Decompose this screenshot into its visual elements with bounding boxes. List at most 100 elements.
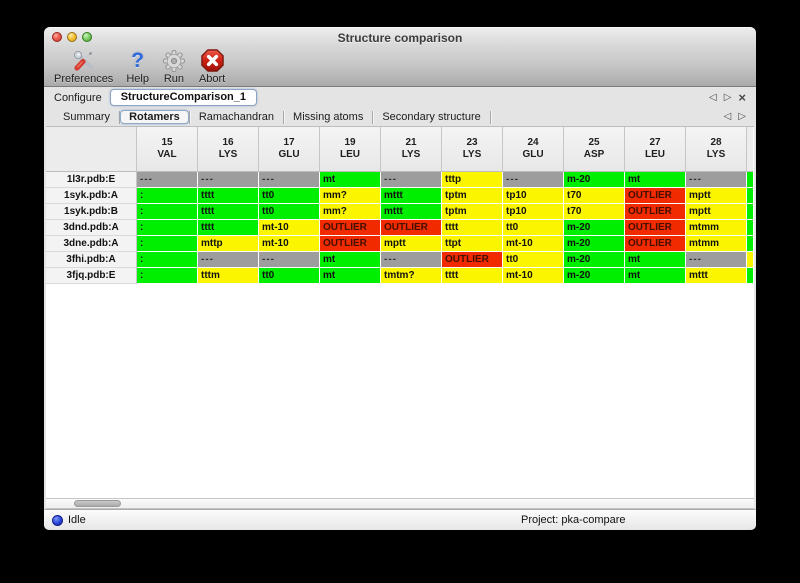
rotamer-cell[interactable]: mptt — [381, 236, 442, 252]
partial-column-header — [747, 127, 753, 172]
rotamer-cell[interactable]: OUTLIER — [625, 188, 686, 204]
status-bar: Idle Project: pka-compare — [44, 509, 756, 530]
rotamer-cell[interactable]: OUTLIER — [625, 236, 686, 252]
configuration-name-field[interactable]: StructureComparison_1 — [109, 89, 258, 106]
row-label[interactable]: 3fhi.pdb:A — [46, 252, 137, 268]
scroll-tabs-right-icon[interactable]: ▷ — [738, 111, 746, 122]
tab-summary[interactable]: Summary — [63, 111, 111, 123]
rotamer-cell[interactable]: --- — [198, 172, 259, 188]
row-label[interactable]: 3dne.pdb:A — [46, 236, 137, 252]
rotamer-cell[interactable]: mm? — [320, 188, 381, 204]
rotamer-cell[interactable]: tp10 — [503, 188, 564, 204]
row-label[interactable]: 1syk.pdb:A — [46, 188, 137, 204]
rotamer-cell[interactable]: tttt — [442, 220, 503, 236]
close-button[interactable] — [52, 32, 62, 42]
rotamer-cell[interactable]: --- — [137, 172, 198, 188]
tab-ramachandran[interactable]: Ramachandran — [198, 111, 275, 123]
rotamer-cell[interactable]: : — [137, 252, 198, 268]
rotamer-cell[interactable]: : — [137, 220, 198, 236]
rotamer-cell[interactable]: --- — [198, 252, 259, 268]
rotamer-cell[interactable]: m-20 — [564, 252, 625, 268]
scroll-tabs-left-icon[interactable]: ◁ — [723, 111, 732, 122]
rotamer-cell[interactable]: mttt — [381, 188, 442, 204]
rotamer-cell[interactable]: mttp — [198, 236, 259, 252]
rotamer-cell[interactable]: tttp — [442, 172, 503, 188]
rotamer-cell[interactable]: OUTLIER — [320, 236, 381, 252]
tab-secondary-structure[interactable]: Secondary structure — [382, 111, 481, 123]
partial-cell — [747, 188, 753, 204]
prev-configuration-icon[interactable]: ◁ — [709, 91, 717, 103]
help-button[interactable]: ? Help — [126, 48, 149, 85]
rotamer-cell[interactable]: mt — [625, 268, 686, 284]
zoom-button[interactable] — [82, 32, 92, 42]
rotamer-cell[interactable]: tmtm? — [381, 268, 442, 284]
rotamer-cell[interactable]: --- — [503, 172, 564, 188]
tab-missing-atoms[interactable]: Missing atoms — [293, 111, 364, 123]
scrollbar-thumb[interactable] — [74, 500, 121, 507]
row-label[interactable]: 1syk.pdb:B — [46, 204, 137, 220]
next-configuration-icon[interactable]: ▷ — [723, 91, 732, 103]
minimize-button[interactable] — [67, 32, 77, 42]
close-configuration-icon[interactable]: × — [738, 89, 746, 105]
abort-button[interactable]: Abort — [199, 48, 225, 85]
rotamer-cell[interactable]: mm? — [320, 204, 381, 220]
rotamer-cell[interactable]: --- — [686, 252, 747, 268]
rotamer-cell[interactable]: mtmm — [686, 236, 747, 252]
rotamer-cell[interactable]: OUTLIER — [625, 220, 686, 236]
rotamer-cell[interactable]: mt-10 — [503, 236, 564, 252]
rotamer-cell[interactable]: m-20 — [564, 172, 625, 188]
rotamer-cell[interactable]: --- — [381, 172, 442, 188]
rotamer-cell[interactable]: tptm — [442, 188, 503, 204]
rotamer-cell[interactable]: mttt — [686, 268, 747, 284]
rotamer-cell[interactable]: tptm — [442, 204, 503, 220]
rotamer-cell[interactable]: tttm — [198, 268, 259, 284]
rotamer-cell[interactable]: tt0 — [259, 188, 320, 204]
rotamer-cell[interactable]: tttt — [442, 268, 503, 284]
rotamer-cell[interactable]: tttt — [198, 204, 259, 220]
rotamer-cell[interactable]: --- — [259, 172, 320, 188]
rotamer-cell[interactable]: mt-10 — [259, 220, 320, 236]
rotamer-cell[interactable]: OUTLIER — [381, 220, 442, 236]
rotamer-cell[interactable]: --- — [381, 252, 442, 268]
rotamer-cell[interactable]: : — [137, 268, 198, 284]
tab-rotamers[interactable]: Rotamers — [120, 110, 189, 124]
rotamer-cell[interactable]: mttt — [381, 204, 442, 220]
rotamer-cell[interactable]: mt-10 — [259, 236, 320, 252]
rotamer-cell[interactable]: --- — [686, 172, 747, 188]
rotamer-cell[interactable]: m-20 — [564, 236, 625, 252]
rotamer-cell[interactable]: tt0 — [503, 220, 564, 236]
rotamer-cell[interactable]: mt — [320, 172, 381, 188]
rotamer-cell[interactable]: : — [137, 204, 198, 220]
rotamer-cell[interactable]: OUTLIER — [320, 220, 381, 236]
rotamer-cell[interactable]: mt-10 — [503, 268, 564, 284]
rotamer-cell[interactable]: m-20 — [564, 220, 625, 236]
rotamer-cell[interactable]: t70 — [564, 204, 625, 220]
rotamer-cell[interactable]: mptt — [686, 188, 747, 204]
run-button[interactable]: Run — [162, 48, 186, 85]
rotamer-cell[interactable]: mt — [320, 268, 381, 284]
rotamer-cell[interactable]: mt — [625, 172, 686, 188]
rotamer-cell[interactable]: tttt — [198, 220, 259, 236]
rotamer-cell[interactable]: mptt — [686, 204, 747, 220]
rotamer-cell[interactable]: mt — [320, 252, 381, 268]
rotamer-cell[interactable]: mtmm — [686, 220, 747, 236]
rotamer-cell[interactable]: tt0 — [259, 204, 320, 220]
rotamer-cell[interactable]: m-20 — [564, 268, 625, 284]
rotamer-cell[interactable]: OUTLIER — [442, 252, 503, 268]
row-label[interactable]: 1l3r.pdb:E — [46, 172, 137, 188]
preferences-button[interactable]: Preferences — [54, 48, 113, 85]
rotamer-cell[interactable]: --- — [259, 252, 320, 268]
row-label[interactable]: 3fjq.pdb:E — [46, 268, 137, 284]
rotamer-cell[interactable]: tp10 — [503, 204, 564, 220]
rotamer-cell[interactable]: t70 — [564, 188, 625, 204]
rotamer-cell[interactable]: ttpt — [442, 236, 503, 252]
rotamer-cell[interactable]: mt — [625, 252, 686, 268]
rotamer-cell[interactable]: OUTLIER — [625, 204, 686, 220]
horizontal-scrollbar[interactable] — [46, 498, 754, 509]
rotamer-cell[interactable]: tt0 — [259, 268, 320, 284]
rotamer-cell[interactable]: tt0 — [503, 252, 564, 268]
rotamer-cell[interactable]: : — [137, 188, 198, 204]
rotamer-cell[interactable]: : — [137, 236, 198, 252]
rotamer-cell[interactable]: tttt — [198, 188, 259, 204]
row-label[interactable]: 3dnd.pdb:A — [46, 220, 137, 236]
